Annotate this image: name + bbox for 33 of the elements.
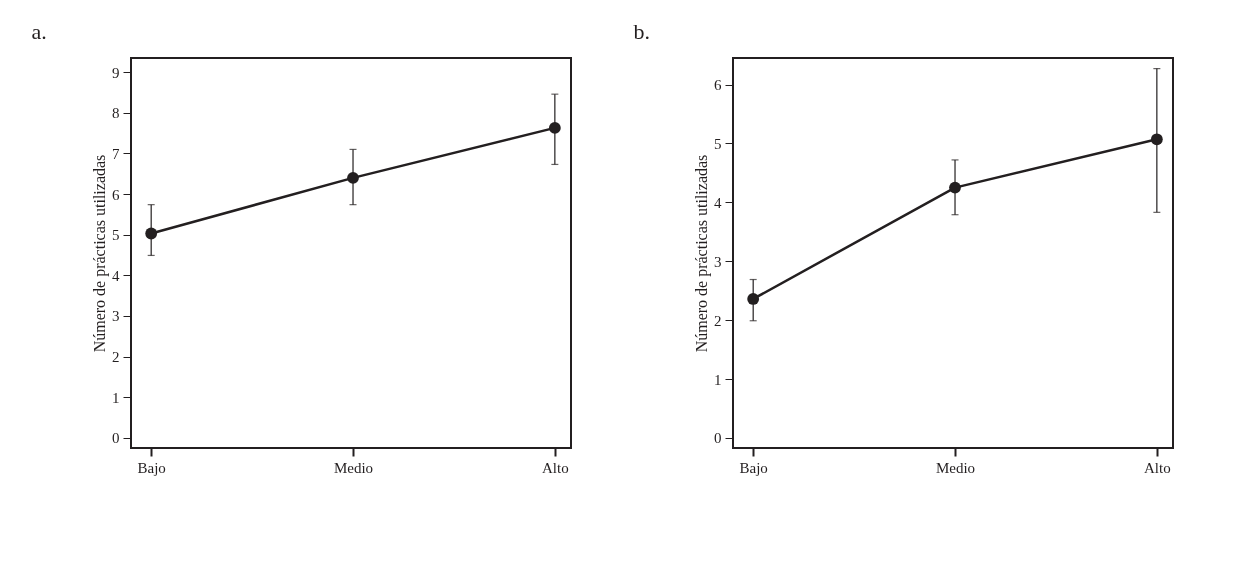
y-tick-label: 4 <box>714 194 722 211</box>
y-tick-label: 6 <box>714 77 722 94</box>
x-tick-label: Medio <box>935 459 976 476</box>
x-tick-label: Medio <box>333 459 374 476</box>
y-axis-title: Número de prácticas utilizadas <box>693 154 711 353</box>
y-tick-label: 3 <box>714 253 722 270</box>
chart-title: b. <box>633 19 650 44</box>
x-tick-label: Bajo <box>739 459 768 476</box>
chart-title: a. <box>31 19 47 44</box>
y-tick-label: 1 <box>714 371 722 388</box>
point <box>1150 133 1163 146</box>
y-tick-label: 5 <box>112 227 120 244</box>
x-tick-label: Bajo <box>137 459 166 476</box>
point <box>949 181 961 194</box>
y-tick-label: 7 <box>112 145 120 162</box>
y-tick-label: 2 <box>714 312 722 329</box>
y-tick-label: 2 <box>112 349 120 366</box>
y-tick-label: 4 <box>112 267 120 284</box>
y-tick-label: 5 <box>714 135 722 152</box>
y-tick-label: 1 <box>112 389 120 406</box>
y-tick-label: 8 <box>112 105 120 122</box>
point <box>347 171 359 184</box>
point <box>548 121 561 134</box>
y-axis-title: Número de prácticas utilizadas <box>91 154 109 353</box>
y-tick-label: 0 <box>112 430 120 447</box>
y-tick-label: 0 <box>714 430 722 447</box>
y-tick-label: 6 <box>112 186 120 203</box>
x-tick-label: Alto <box>1144 459 1171 476</box>
y-tick-label: 9 <box>112 64 120 81</box>
point <box>145 227 158 240</box>
y-tick-label: 3 <box>112 308 120 325</box>
point <box>747 293 760 305</box>
x-tick-label: Alto <box>542 459 569 476</box>
